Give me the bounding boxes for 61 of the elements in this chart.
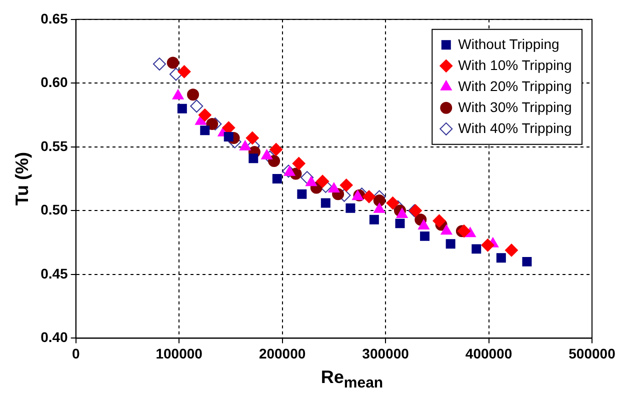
legend-label: With 20% Tripping	[458, 78, 572, 94]
point	[316, 174, 330, 188]
x-tick-label: 200000	[258, 345, 306, 362]
legend-label: With 40% Tripping	[458, 120, 572, 136]
x-tick-label: 100000	[156, 345, 203, 362]
point	[396, 208, 408, 218]
point	[187, 88, 200, 101]
legend-label: With 30% Tripping	[458, 98, 572, 115]
point	[272, 174, 282, 184]
point	[472, 244, 482, 254]
point	[177, 104, 187, 114]
y-tick-label: 0.40	[40, 329, 68, 346]
point	[481, 238, 494, 252]
point	[457, 224, 470, 238]
point	[178, 65, 191, 78]
point	[270, 142, 283, 156]
y-axis-title: Tu (%)	[12, 152, 32, 206]
point	[374, 202, 386, 213]
x-axis-title: Re$_{mean}$	[320, 366, 384, 394]
point	[340, 178, 353, 192]
y-tick-label: 0.55	[40, 138, 68, 154]
point	[152, 58, 166, 71]
x-tick-label: 300000	[362, 345, 410, 362]
point	[306, 176, 317, 186]
point	[395, 218, 405, 228]
point	[246, 131, 259, 144]
point	[268, 154, 280, 167]
point	[504, 244, 518, 257]
legend-label: With 10% Tripping	[458, 56, 572, 73]
y-tick-label: 0.45	[40, 265, 68, 282]
point	[292, 157, 306, 170]
point	[373, 194, 386, 206]
point	[496, 253, 506, 263]
point	[346, 203, 356, 213]
point	[418, 219, 430, 230]
point	[369, 214, 379, 224]
point	[446, 239, 456, 249]
y-tick-label: 0.50	[40, 202, 68, 218]
point	[206, 118, 218, 130]
x-tick-label: 400000	[465, 345, 512, 362]
point	[420, 231, 430, 241]
point	[320, 198, 330, 208]
point	[386, 196, 400, 210]
point	[432, 214, 446, 228]
point	[248, 154, 258, 164]
x-tick-label: 500000	[568, 345, 616, 362]
point	[522, 256, 532, 266]
y-tick-label: 0.65	[40, 10, 68, 26]
point	[261, 149, 273, 160]
point	[297, 189, 307, 199]
point	[328, 182, 340, 192]
point	[198, 108, 212, 122]
point	[200, 126, 210, 136]
x-tick-label: 0	[72, 345, 80, 362]
y-tick-label: 0.60	[40, 74, 68, 90]
point	[166, 56, 179, 69]
point	[440, 224, 452, 235]
point	[224, 132, 234, 142]
point	[362, 190, 376, 204]
point	[190, 100, 204, 113]
legend-label: Without Tripping	[458, 36, 560, 52]
